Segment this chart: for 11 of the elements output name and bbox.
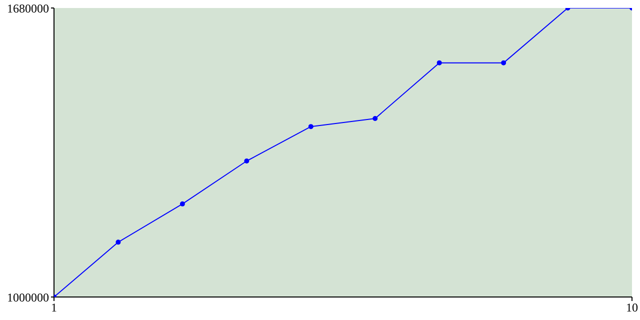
- y-tick-label: 1680000: [7, 1, 49, 16]
- point: [436, 60, 442, 66]
- x-tick-label: 10: [626, 300, 638, 315]
- point: [501, 60, 506, 66]
- point: [116, 240, 121, 245]
- point: [372, 116, 378, 121]
- point: [244, 158, 250, 164]
- x-tick-label: 1: [51, 300, 57, 315]
- y-tick-label: 1000000: [7, 290, 49, 304]
- point: [180, 201, 185, 206]
- point: [308, 124, 314, 130]
